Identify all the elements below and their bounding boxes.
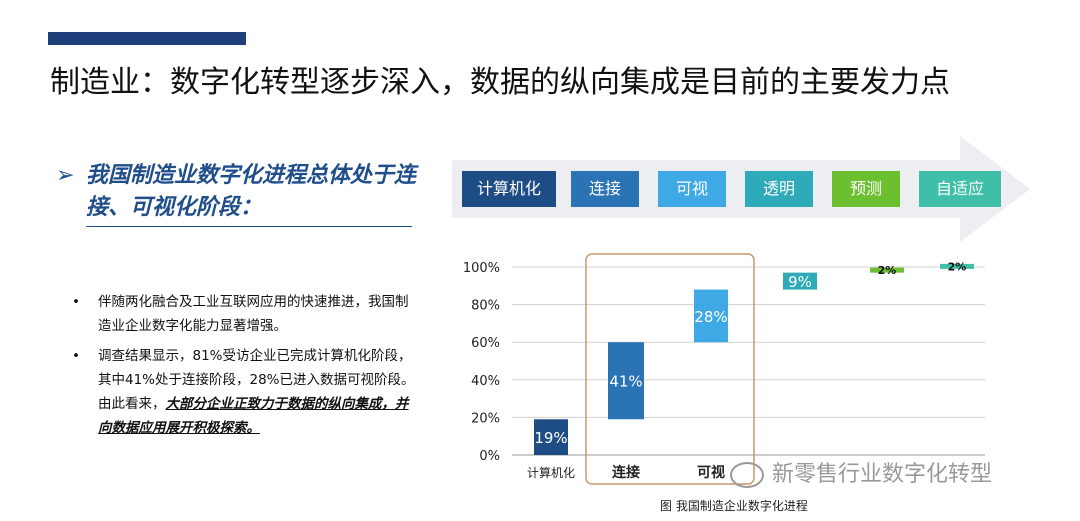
stage-box: 连接 — [571, 171, 639, 207]
bar-value-label: 19% — [534, 429, 567, 447]
bar-value-label: 2% — [878, 264, 897, 277]
y-tick-label: 40% — [471, 374, 500, 389]
x-tick-label: 计算机化 — [527, 465, 575, 480]
bar-value-label: 2% — [948, 260, 967, 273]
bullet-dot-icon: • — [72, 294, 80, 310]
page-title: 制造业：数字化转型逐步深入，数据的纵向集成是目前的主要发力点 — [50, 65, 950, 100]
stage-box: 可视 — [658, 171, 726, 207]
bullet-emphasis: 大部分企业正致力于数据的纵向集成，并向数据应用展开积极探索。 — [98, 396, 409, 436]
bar-value-label: 41% — [609, 373, 642, 391]
wechat-icon — [730, 462, 764, 488]
title-accent-bar — [48, 32, 246, 45]
bar-value-label: 28% — [694, 308, 727, 326]
bar-value-label: 9% — [788, 273, 812, 291]
y-tick-label: 20% — [471, 411, 500, 426]
highlight-frame — [585, 253, 755, 485]
watermark-text: 新零售行业数字化转型 — [772, 462, 993, 487]
waterfall-bar — [694, 289, 728, 343]
stage-box: 透明 — [745, 171, 813, 207]
waterfall-bar — [534, 419, 568, 455]
waterfall-bar — [870, 267, 904, 273]
y-tick-label: 0% — [479, 449, 500, 464]
bullet-dot-icon: • — [72, 348, 80, 364]
x-tick-label: 可视 — [697, 464, 725, 481]
y-tick-label: 80% — [471, 299, 500, 314]
y-tick-label: 60% — [471, 336, 500, 351]
watermark: 新零售行业数字化转型 — [730, 456, 992, 488]
bullet-list: • 伴随两化融合及工业互联网应用的快速推进，我国制造业企业数字化能力显著增强。 … — [68, 290, 418, 446]
bullet-item: • 伴随两化融合及工业互联网应用的快速推进，我国制造业企业数字化能力显著增强。 — [68, 290, 418, 338]
section-heading-text: 我国制造业数字化进程总体处于连接、可视化阶段： — [86, 163, 417, 220]
waterfall-bar — [783, 272, 817, 290]
waterfall-bar — [608, 342, 644, 420]
bullet-text: 调查结果显示，81%受访企业已完成计算机化阶段，其中41%处于连接阶段，28%已… — [98, 348, 415, 412]
stage-box: 计算机化 — [462, 171, 556, 207]
stage-box: 自适应 — [919, 171, 1001, 207]
arrow-bullet-icon: ➢ — [56, 163, 75, 188]
y-tick-label: 100% — [463, 261, 500, 276]
stage-box: 预测 — [832, 171, 900, 207]
bullet-item: • 调查结果显示，81%受访企业已完成计算机化阶段，其中41%处于连接阶段，28… — [68, 344, 418, 440]
waterfall-bar — [940, 263, 974, 269]
bullet-text: 伴随两化融合及工业互联网应用的快速推进，我国制造业企业数字化能力显著增强。 — [98, 294, 409, 334]
x-tick-label: 连接 — [612, 464, 640, 481]
chart-caption: 图 我国制造企业数字化进程 — [660, 499, 808, 513]
heading-underline — [86, 226, 412, 227]
